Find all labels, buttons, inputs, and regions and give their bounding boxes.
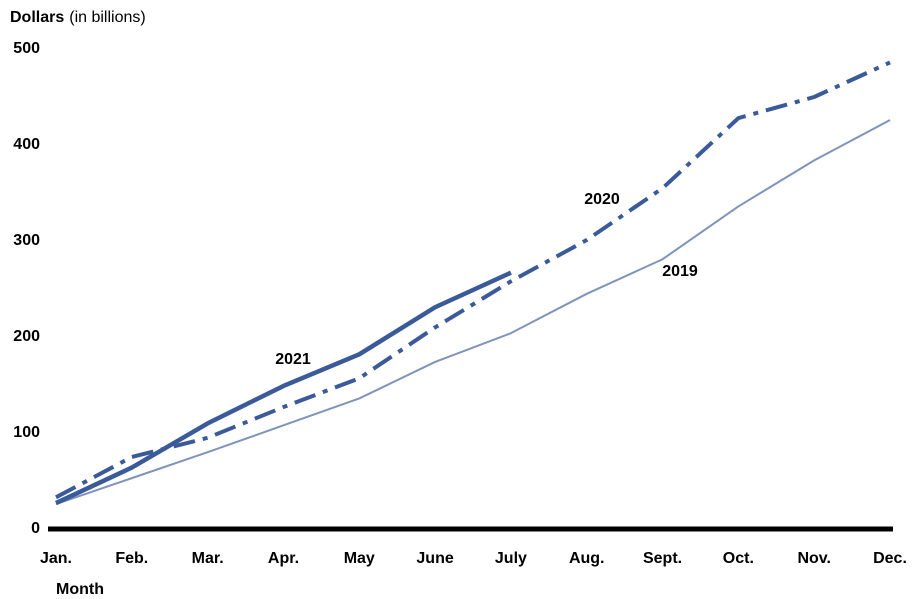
series-label: 2021 <box>275 351 311 368</box>
y-label-unit: (in billions) <box>69 9 145 26</box>
x-tick-label: Feb. <box>115 550 148 567</box>
y-label: Dollars <box>10 9 64 26</box>
y-tick-label: 400 <box>13 136 40 153</box>
x-tick-label: July <box>495 550 527 567</box>
x-tick-label: June <box>416 550 453 567</box>
x-tick-label: Mar. <box>192 550 224 567</box>
x-tick-label: May <box>344 550 375 567</box>
x-tick-label: Sept. <box>643 550 682 567</box>
y-axis-title: Dollars (in billions) <box>10 9 146 26</box>
series-line <box>55 60 891 500</box>
series-line <box>55 270 512 506</box>
y-tick-label: 500 <box>13 40 40 57</box>
y-tick-label: 0 <box>31 520 40 537</box>
y-tick-label: 100 <box>13 424 40 441</box>
series-label: 2020 <box>584 191 620 208</box>
x-axis-title: Month <box>56 581 104 598</box>
y-tick-label: 300 <box>13 232 40 249</box>
x-tick-label: Aug. <box>569 550 605 567</box>
x-tick-label: Jan. <box>40 550 72 567</box>
series-line <box>55 119 891 505</box>
x-tick-label: Apr. <box>268 550 299 567</box>
x-tick-label: Nov. <box>797 550 830 567</box>
x-tick-label: Dec. <box>873 550 907 567</box>
x-tick-label: Oct. <box>723 550 754 567</box>
y-tick-label: 200 <box>13 328 40 345</box>
series-label: 2019 <box>662 263 698 280</box>
